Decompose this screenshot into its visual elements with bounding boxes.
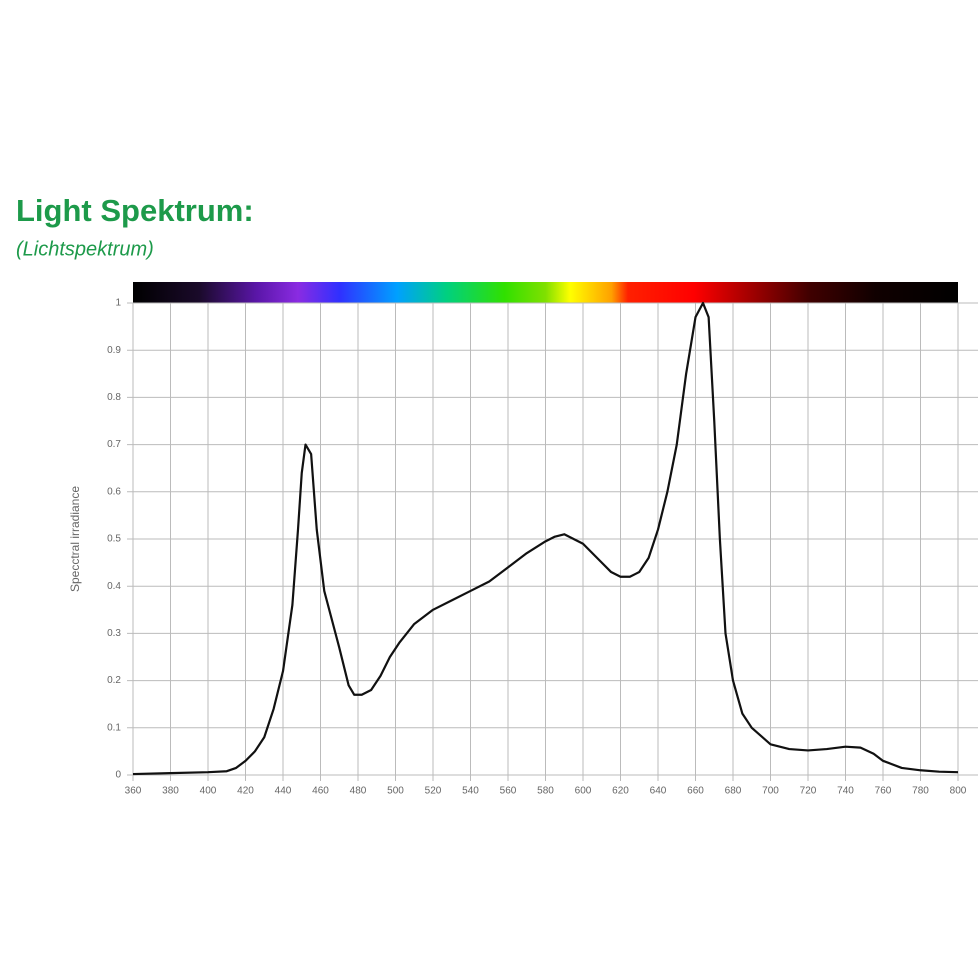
y-tick-label: 0.5 xyxy=(107,534,121,545)
y-tick-label: 0.6 xyxy=(107,486,121,497)
x-tick-label: 380 xyxy=(162,786,179,797)
x-tick-label: 400 xyxy=(200,786,217,797)
x-tick-label: 460 xyxy=(312,786,329,797)
x-tick-label: 360 xyxy=(125,786,142,797)
x-tick-label: 540 xyxy=(462,786,479,797)
x-tick-label: 720 xyxy=(800,786,817,797)
spectrum-bar xyxy=(133,282,958,303)
x-tick-label: 440 xyxy=(275,786,292,797)
x-tick-label: 700 xyxy=(762,786,779,797)
x-tick-label: 420 xyxy=(237,786,254,797)
x-tick-label: 520 xyxy=(425,786,442,797)
x-tick-label: 480 xyxy=(350,786,367,797)
y-tick-label: 0.3 xyxy=(107,628,121,639)
x-tick-label: 620 xyxy=(612,786,629,797)
x-tick-label: 780 xyxy=(912,786,929,797)
x-tick-label: 740 xyxy=(837,786,854,797)
chart-title: Light Spektrum: xyxy=(16,193,254,228)
x-tick-label: 800 xyxy=(950,786,967,797)
y-axis-label: Specctral irradiance xyxy=(68,486,82,592)
x-tick-label: 680 xyxy=(725,786,742,797)
x-tick-label: 500 xyxy=(387,786,404,797)
y-tick-label: 0.9 xyxy=(107,345,121,356)
chart-subtitle: (Lichtspektrum) xyxy=(16,238,154,260)
x-tick-label: 580 xyxy=(537,786,554,797)
y-tick-label: 0 xyxy=(115,770,121,781)
x-tick-label: 560 xyxy=(500,786,517,797)
x-tick-label: 660 xyxy=(687,786,704,797)
y-tick-label: 0.2 xyxy=(107,675,121,686)
x-tick-label: 640 xyxy=(650,786,667,797)
y-tick-label: 0.8 xyxy=(107,392,121,403)
y-tick-label: 0.1 xyxy=(107,722,121,733)
y-tick-label: 0.4 xyxy=(107,581,121,592)
x-tick-label: 760 xyxy=(875,786,892,797)
y-tick-label: 1 xyxy=(115,298,121,309)
spectrum-line xyxy=(132,301,959,776)
y-tick-label: 0.7 xyxy=(107,439,121,450)
x-tick-label: 600 xyxy=(575,786,592,797)
